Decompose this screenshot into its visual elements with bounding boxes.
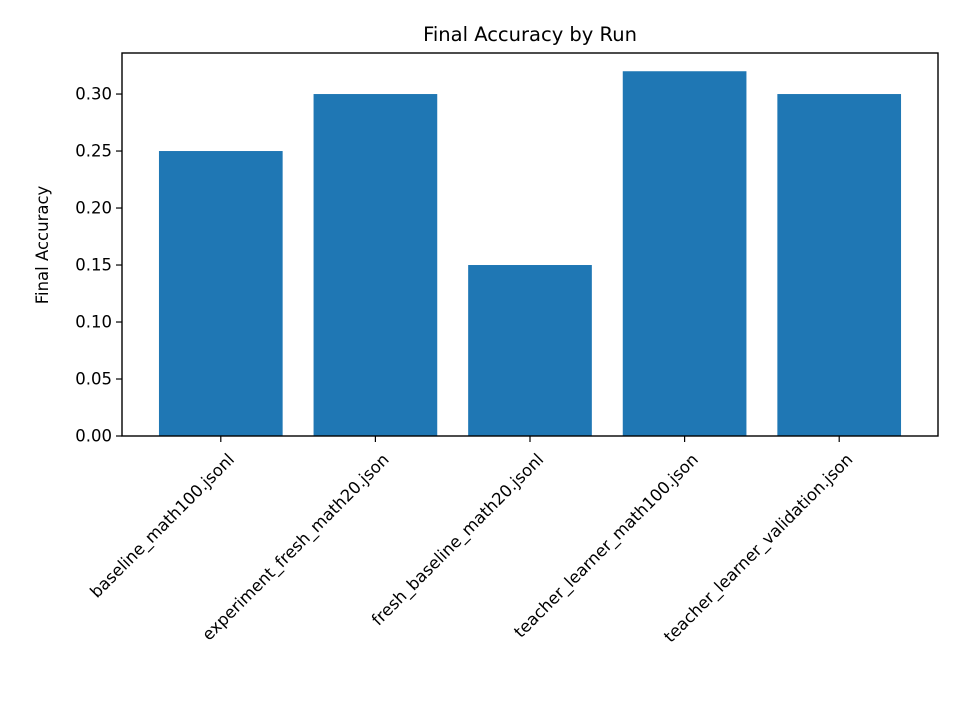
y-tick-label: 0.10: [75, 313, 112, 332]
y-tick-label: 0.25: [75, 142, 112, 161]
x-tick-label: fresh_baseline_math20.jsonl: [368, 450, 548, 630]
bars-group: [158, 71, 902, 437]
bar-2: [313, 94, 438, 436]
bar-5: [777, 94, 902, 436]
y-tick-label: 0.15: [75, 256, 112, 275]
x-axis-ticks: baseline_math100.jsonlexperiment_fresh_m…: [86, 436, 857, 647]
y-tick-label: 0.20: [75, 199, 112, 218]
y-axis-label: Final Accuracy: [33, 185, 52, 304]
plot-frame: [121, 52, 939, 437]
bar-4: [622, 71, 747, 437]
x-tick-label: experiment_fresh_math20.json: [198, 450, 393, 645]
bar-3: [468, 265, 592, 436]
x-tick-label: teacher_learner_validation.json: [660, 450, 857, 647]
bar-1: [158, 151, 283, 436]
y-tick-label: 0.05: [75, 370, 112, 389]
y-tick-label: 0.30: [75, 85, 112, 104]
x-tick-label: baseline_math100.jsonl: [86, 450, 238, 602]
y-tick-label: 0.00: [75, 427, 112, 446]
chart-title: Final Accuracy by Run: [423, 23, 637, 46]
x-tick-label: teacher_learner_math100.json: [510, 450, 702, 642]
y-axis-ticks: 0.00 0.05 0.10 0.15 0.20 0.25 0.30: [75, 85, 122, 446]
